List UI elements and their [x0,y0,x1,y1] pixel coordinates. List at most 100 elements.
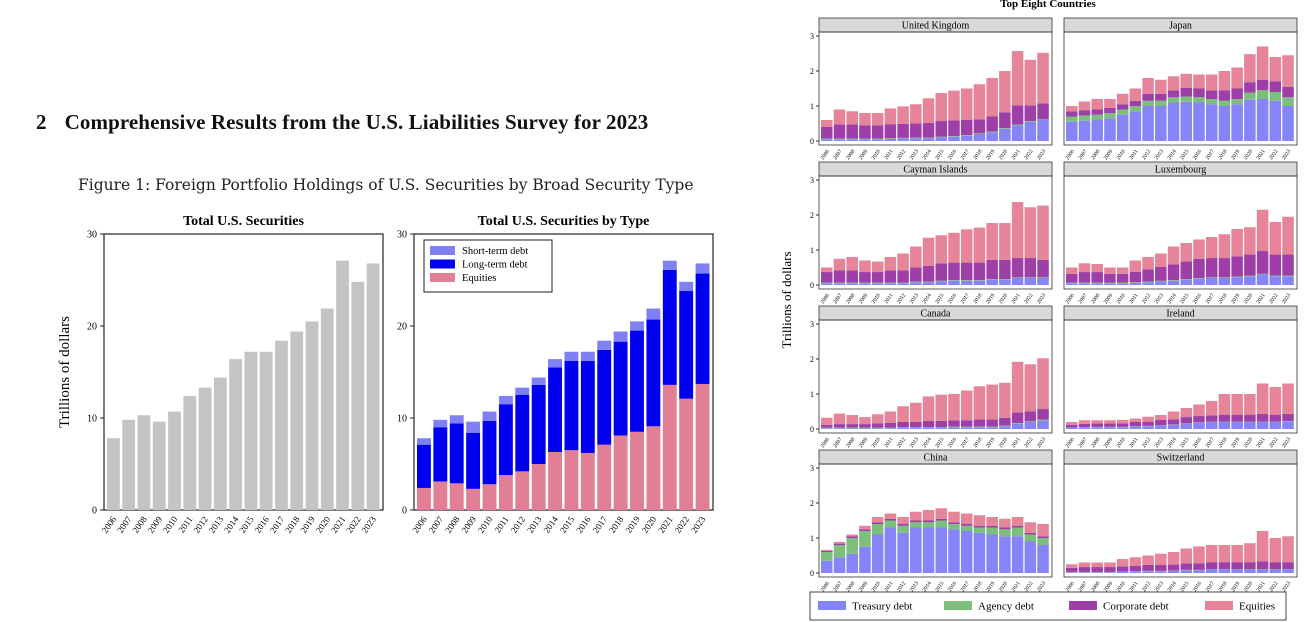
panel-bar-treasury [1231,277,1243,285]
panel-xtick-label: 2013 [1154,581,1165,594]
panel-bar-treasury [1244,276,1256,285]
panel-bar-agency [859,282,871,284]
panel-xtick-label: 2020 [998,437,1009,450]
panel-bar-agency [846,138,858,140]
panel-bar-agency [935,520,948,528]
chart3-legend-label: Agency debt [978,601,1034,613]
panel-bar-treasury [960,135,973,141]
panel-bar-corporate [1066,567,1078,572]
panel-bar-treasury [1269,569,1282,573]
panel-bar-equities [1193,74,1205,89]
panel-bar-corporate [910,520,922,523]
panel-xtick-label: 2013 [1154,149,1165,162]
panel-xtick-label: 2015 [1179,149,1190,162]
panel-bar-treasury [1037,420,1049,429]
panel-bar-treasury [1256,569,1269,573]
panel-bar-equities [859,260,871,273]
panel-bar-equities [1231,394,1243,415]
chart2-bar-long-term-debt [515,395,530,472]
panel-bar-agency [871,427,884,429]
panel-bar-corporate [1155,93,1167,101]
panel-bar-treasury [897,138,909,141]
panel-bar-treasury [948,427,960,429]
panel-bar-equities [1180,243,1193,262]
panel-bar-treasury [1231,569,1243,573]
panel-bar-corporate [973,262,986,281]
panel-bar-corporate [1104,273,1116,283]
panel-bar-equities [846,257,858,271]
panel-bar-equities [1142,257,1154,270]
panel-xtick-label: 2010 [1116,437,1127,450]
panel-bar-equities [1205,237,1218,259]
chart1-bar [137,415,151,510]
panel-xtick-label: 2017 [1205,149,1216,162]
chart2-bar-long-term-debt [662,269,677,385]
panel-ytick-label: 2 [810,355,814,364]
panel-bar-corporate [1205,90,1218,99]
panel-bar-treasury [1129,111,1142,141]
chart2-xtick-label: 2009 [459,514,478,535]
chart2-bar-long-term-debt [482,420,497,485]
panel-bar-agency [999,529,1011,537]
panel-bar-agency [910,427,922,428]
panel-bar-corporate [922,265,935,282]
panel-bar-treasury [1205,569,1218,573]
panel-bar-treasury [1091,283,1103,285]
panel-bar-corporate [1024,411,1037,422]
panel-bar-corporate [1180,417,1193,424]
chart2-bar-short-term-debt [417,438,431,445]
panel-bar-agency [999,128,1011,129]
panel-bar-corporate [999,527,1011,530]
panel-bar-agency [1167,97,1180,103]
chart1-bar [107,438,120,510]
panel-xtick-label: 2015 [934,149,945,162]
panel-xtick-label: 2007 [832,149,843,162]
chart2-xtick-label: 2019 [623,514,642,535]
panel-bar-agency [884,520,897,528]
panel-bar-agency [935,280,948,282]
panel-bar-treasury [859,428,871,429]
panel-xtick-label: 2011 [1129,581,1140,593]
chart2-bar-equities [548,452,562,510]
panel-xtick-label: 2010 [871,149,882,162]
panel-bar-corporate [833,270,846,283]
panel-bar-corporate [1104,423,1116,427]
panel-label: Canada [921,309,952,320]
panel-bar-treasury [871,139,884,141]
panel-xtick-label: 2008 [1090,437,1101,450]
panel-xtick-label: 2017 [960,149,971,162]
panel-xtick-label: 2013 [909,437,920,450]
panel-xtick-label: 2018 [1217,437,1228,450]
panel-xtick-label: 2023 [1281,293,1292,306]
panel-bar-agency [897,427,909,428]
panel-bar-corporate [1078,272,1091,283]
panel-xtick-label: 2017 [1205,581,1216,594]
panel-bar-agency [833,282,846,284]
panel-bar-treasury [859,546,871,573]
panel-xtick-label: 2023 [1036,437,1047,450]
panel-bar-treasury [1180,279,1193,285]
panel-bar-corporate [833,543,846,545]
panel-xtick-label: 2007 [1077,293,1088,306]
panel-xtick-label: 2021 [1256,437,1267,450]
panel-bar-equities [1256,209,1269,252]
panel-bar-equities [1269,538,1282,563]
panel-bar-corporate [1282,86,1294,98]
panel-bar-equities [897,253,909,271]
panel-bar-corporate [973,119,986,134]
panel-bar-treasury [1011,125,1024,141]
panel-bar-equities [871,414,884,424]
panel-xtick-label: 2012 [1141,293,1152,306]
panel-xtick-label: 2010 [871,293,882,306]
chart2-bar-short-term-debt [613,331,628,342]
panel-bar-corporate [1282,254,1294,276]
chart2-ytick-label: 0 [402,506,407,517]
panel-xtick-label: 2019 [1230,293,1241,306]
panel-bar-corporate [1231,562,1243,570]
panel-bar-corporate [833,124,846,139]
panel-bar-equities [1269,222,1282,255]
panel-xtick-label: 2011 [1129,149,1140,161]
chart1-bar [366,263,380,510]
panel-bar-treasury [1011,278,1024,285]
panel-bar-equities [910,246,922,268]
